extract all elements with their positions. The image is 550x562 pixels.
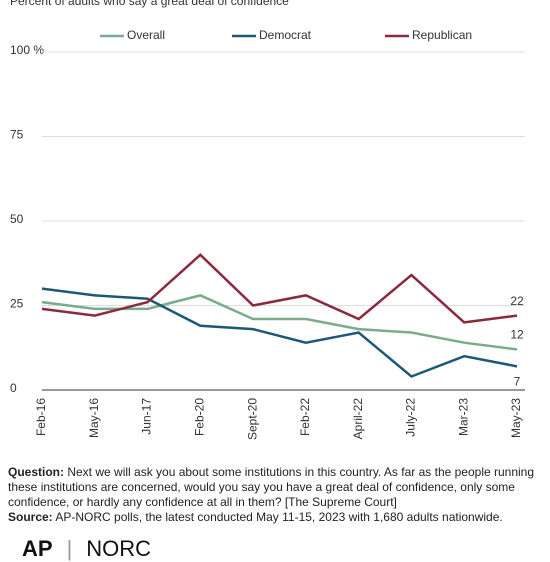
y-tick-label: 75	[10, 128, 24, 142]
x-tick-label: May-16	[87, 398, 101, 438]
logo-sep: |	[66, 536, 73, 561]
value-label: 12	[510, 328, 524, 342]
legend-label: Overall	[127, 28, 165, 42]
footer: Question: Next we will ask you about som…	[8, 465, 540, 525]
x-tick-label: Feb-22	[298, 398, 312, 436]
question: Question: Next we will ask you about som…	[8, 465, 540, 510]
legend-label: Democrat	[259, 28, 312, 42]
x-tick-label: Feb-16	[34, 398, 48, 436]
value-label: 22	[510, 294, 524, 308]
chart-subtitle: Percent of adults who say a great deal o…	[10, 0, 289, 8]
series-line	[41, 287, 518, 378]
logo-ap: AP	[22, 536, 53, 561]
source: Source: AP-NORC polls, the latest conduc…	[8, 510, 540, 525]
series-line	[41, 294, 518, 351]
x-tick-label: Feb-20	[193, 398, 207, 436]
x-tick-label: May-23	[509, 398, 523, 438]
question-text: Next we will ask you about some institut…	[8, 465, 535, 509]
x-tick-label: Jun-17	[140, 398, 154, 435]
logos: AP | NORC	[22, 536, 151, 562]
chart: Percent of adults who say a great deal o…	[10, 0, 525, 440]
question-label: Question:	[8, 465, 64, 479]
source-label: Source:	[8, 510, 53, 524]
value-label: 7	[514, 375, 521, 389]
legend-label: Republican	[412, 28, 472, 42]
page: Percent of adults who say a great deal o…	[8, 0, 540, 561]
x-tick-label: Sept-20	[245, 398, 259, 440]
y-tick-label: 50	[10, 212, 24, 226]
x-tick-label: April-22	[351, 398, 365, 440]
series-line	[41, 253, 518, 324]
y-tick-label: 25	[10, 297, 24, 311]
y-tick-label: 0	[10, 381, 17, 395]
x-tick-label: July-22	[404, 398, 418, 437]
y-tick-label: 100 %	[10, 43, 44, 57]
source-text: AP-NORC polls, the latest conducted May …	[55, 510, 503, 524]
logo-norc: NORC	[86, 536, 152, 561]
x-tick-label: Mar-23	[456, 398, 470, 436]
